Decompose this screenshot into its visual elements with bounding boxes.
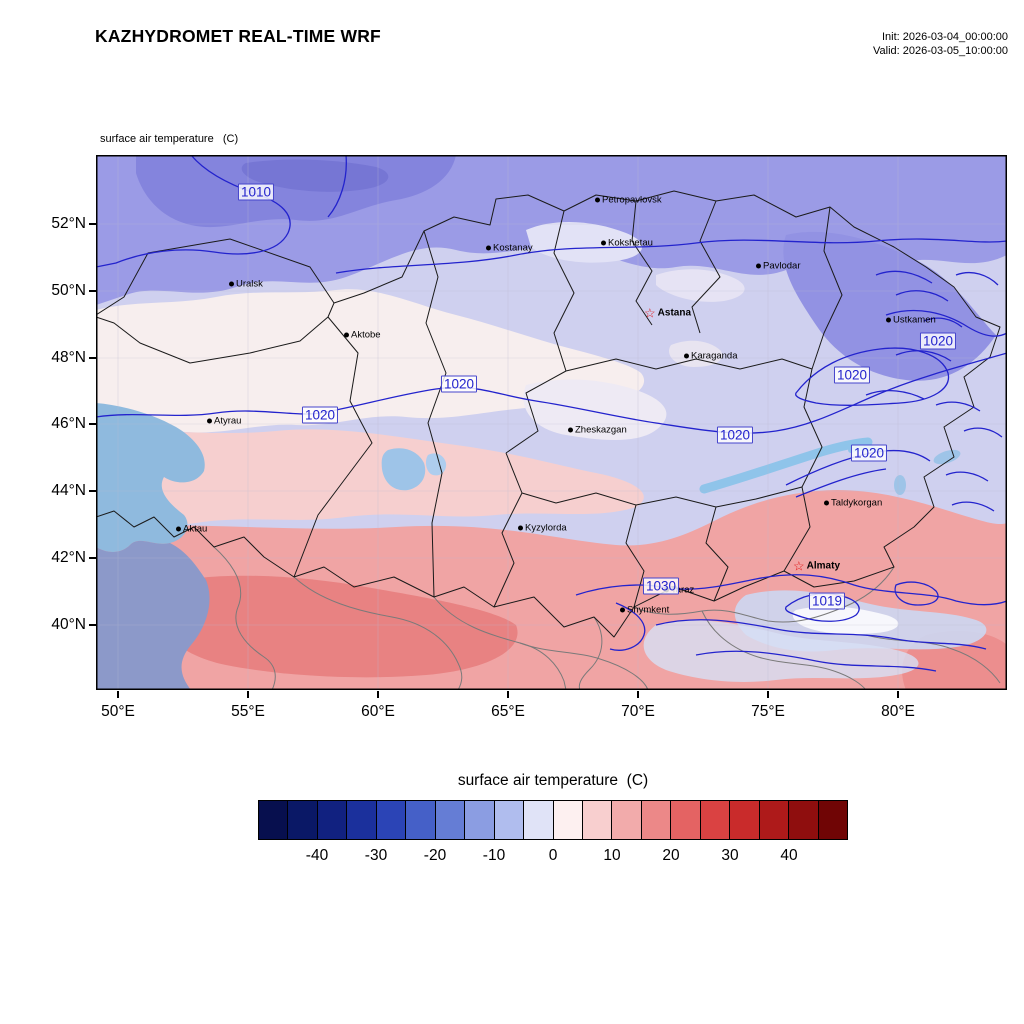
graticule bbox=[96, 155, 1007, 690]
legend-color-cell bbox=[612, 801, 642, 839]
lon-tick-mark bbox=[247, 691, 249, 698]
lat-tick-label: 46°N bbox=[51, 415, 86, 432]
lon-tick-mark bbox=[377, 691, 379, 698]
page-title: KAZHYDROMET REAL-TIME WRF bbox=[95, 26, 381, 46]
lat-tick-mark bbox=[89, 423, 96, 425]
lon-tick-label: 70°E bbox=[621, 703, 655, 720]
legend-color-cell bbox=[435, 801, 466, 839]
caspian-south-region bbox=[96, 540, 210, 690]
legend-color-cell bbox=[818, 801, 848, 839]
lat-tick-mark bbox=[89, 357, 96, 359]
legend-tick-label: 10 bbox=[603, 847, 621, 864]
valid-timestamp: Valid: 2026-03-05_10:00:00 bbox=[873, 45, 1008, 57]
legend-color-cell bbox=[730, 801, 760, 839]
legend-color-cell bbox=[759, 801, 790, 839]
lon-tick-label: 65°E bbox=[491, 703, 525, 720]
map-frame bbox=[96, 155, 1007, 690]
legend-color-cell bbox=[406, 801, 436, 839]
oblast-borders bbox=[96, 190, 1001, 638]
legend-color-cell bbox=[553, 801, 583, 839]
lat-tick-mark bbox=[89, 490, 96, 492]
legend-tick-label: 20 bbox=[662, 847, 680, 864]
lat-tick-mark bbox=[89, 223, 96, 225]
legend-color-cell bbox=[700, 801, 731, 839]
lon-tick-label: 55°E bbox=[231, 703, 265, 720]
legend-color-cell bbox=[582, 801, 613, 839]
lon-tick-mark bbox=[897, 691, 899, 698]
lat-tick-mark bbox=[89, 624, 96, 626]
lake-zaysan bbox=[933, 449, 961, 465]
lake-alakol bbox=[894, 475, 906, 495]
legend-tick-label: -40 bbox=[305, 847, 329, 864]
lat-tick-label: 42°N bbox=[51, 549, 86, 566]
country-borders bbox=[213, 546, 1001, 690]
legend-color-cell bbox=[259, 801, 289, 839]
lon-tick-mark bbox=[767, 691, 769, 698]
legend-colorbar bbox=[258, 800, 848, 840]
legend-tick-label: -20 bbox=[423, 847, 447, 864]
legend-tick-label: 0 bbox=[548, 847, 558, 864]
legend-tick-labels: -40 -30 -20 -10 0 10 20 30 40 bbox=[258, 847, 848, 867]
run-timestamps: Init: 2026-03-04_00:00:00 Valid: 2026-03… bbox=[873, 30, 1008, 58]
water-bodies bbox=[96, 403, 961, 690]
legend-color-cell bbox=[524, 801, 554, 839]
lat-tick-label: 48°N bbox=[51, 349, 86, 366]
lon-tick-mark bbox=[117, 691, 119, 698]
lon-tick-label: 80°E bbox=[881, 703, 915, 720]
legend-color-cell bbox=[641, 801, 672, 839]
lon-tick-label: 75°E bbox=[751, 703, 785, 720]
caspian-sea bbox=[96, 403, 205, 552]
legend-color-cell bbox=[671, 801, 701, 839]
legend-color-cell bbox=[376, 801, 407, 839]
field-label-temperature: surface air temperature (C) bbox=[100, 133, 239, 145]
legend-tick-label: 40 bbox=[780, 847, 798, 864]
legend-color-cell bbox=[789, 801, 819, 839]
lat-tick-label: 50°N bbox=[51, 282, 86, 299]
lat-tick-label: 40°N bbox=[51, 616, 86, 633]
legend-color-cell bbox=[494, 801, 525, 839]
legend-tick-label: -30 bbox=[364, 847, 388, 864]
legend-title: surface air temperature (C) bbox=[457, 772, 649, 789]
legend-tick-label: -10 bbox=[482, 847, 506, 864]
lat-tick-label: 44°N bbox=[51, 482, 86, 499]
lat-tick-label: 52°N bbox=[51, 215, 86, 232]
lon-tick-label: 60°E bbox=[361, 703, 395, 720]
map-canvas bbox=[96, 155, 1007, 690]
lon-tick-mark bbox=[637, 691, 639, 698]
legend-color-cell bbox=[317, 801, 348, 839]
legend-color-cell bbox=[465, 801, 495, 839]
lon-tick-label: 50°E bbox=[101, 703, 135, 720]
legend-color-cell bbox=[288, 801, 318, 839]
init-timestamp: Init: 2026-03-04_00:00:00 bbox=[882, 31, 1008, 43]
lon-tick-mark bbox=[507, 691, 509, 698]
lat-tick-mark bbox=[89, 557, 96, 559]
lat-tick-mark bbox=[89, 290, 96, 292]
legend-color-cell bbox=[347, 801, 377, 839]
legend-tick-label: 30 bbox=[721, 847, 739, 864]
aral-sea bbox=[381, 448, 426, 491]
lake-balkhash bbox=[699, 437, 873, 494]
